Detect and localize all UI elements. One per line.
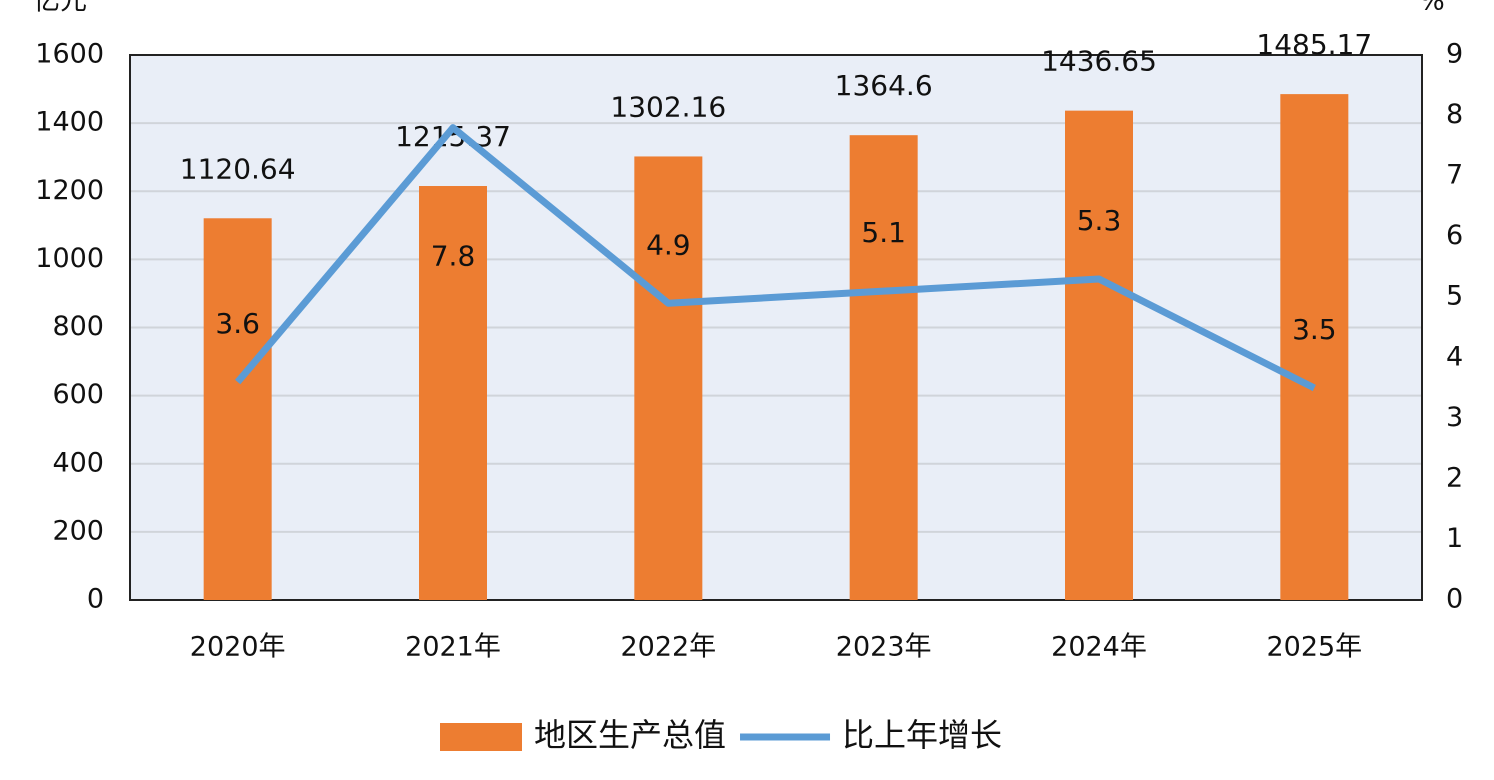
- bar-value-label: 1485.17: [1256, 28, 1372, 61]
- line-value-label: 3.6: [215, 307, 260, 340]
- line-value-label: 5.1: [861, 216, 906, 249]
- legend-swatch: [440, 723, 522, 751]
- x-tick-label: 2022年: [620, 632, 716, 663]
- y-tick-label: 1400: [35, 107, 104, 138]
- bar: [634, 156, 703, 600]
- y-tick-label: 800: [52, 311, 104, 342]
- x-tick-label: 2020年: [190, 632, 286, 663]
- bar: [419, 186, 487, 600]
- y2-tick-label: 8: [1446, 99, 1463, 130]
- bar: [203, 218, 272, 601]
- y2-tick-label: 5: [1446, 281, 1463, 312]
- y2-tick-label: 3: [1446, 402, 1463, 433]
- y-tick-label: 1600: [35, 39, 104, 70]
- line-value-label: 4.9: [646, 228, 691, 261]
- y2-tick-label: 0: [1446, 584, 1463, 615]
- y2-tick-label: 4: [1446, 341, 1463, 372]
- bar-value-label: 1120.64: [180, 152, 296, 185]
- x-tick-label: 2025年: [1266, 632, 1362, 663]
- y2-tick-label: 1: [1446, 523, 1463, 554]
- x-tick-label: 2023年: [836, 632, 932, 663]
- x-tick-label: 2024年: [1051, 632, 1147, 663]
- y-tick-label: 200: [52, 515, 104, 546]
- y2-tick-label: 9: [1446, 39, 1463, 70]
- plot-border: [129, 54, 1423, 601]
- legend-label: 比上年增长: [842, 716, 1002, 754]
- y-tick-label: 600: [52, 379, 104, 410]
- line: [234, 124, 1316, 392]
- y-tick-label: 1200: [35, 175, 104, 206]
- x-tick-label: 2021年: [405, 632, 501, 663]
- legend-label: 地区生产总值: [534, 716, 726, 754]
- bar: [1065, 110, 1133, 601]
- line-value-label: 7.8: [431, 240, 476, 273]
- bar: [1280, 94, 1349, 601]
- y2-axis-unit: %: [1419, 0, 1445, 17]
- bar-value-label: 1364.6: [835, 69, 933, 102]
- y-axis-unit: 亿元: [33, 0, 87, 17]
- y2-tick-label: 2: [1446, 462, 1463, 493]
- y2-tick-label: 7: [1446, 160, 1463, 191]
- bar-value-label: 1436.65: [1041, 45, 1157, 78]
- y-tick-label: 0: [87, 584, 104, 615]
- bar-value-label: 1302.16: [610, 90, 726, 123]
- y-tick-label: 400: [52, 447, 104, 478]
- y-tick-label: 1000: [35, 243, 104, 274]
- y2-tick-label: 6: [1446, 220, 1463, 251]
- line-value-label: 3.5: [1292, 313, 1337, 346]
- bar: [849, 135, 918, 601]
- line-value-label: 5.3: [1077, 204, 1122, 237]
